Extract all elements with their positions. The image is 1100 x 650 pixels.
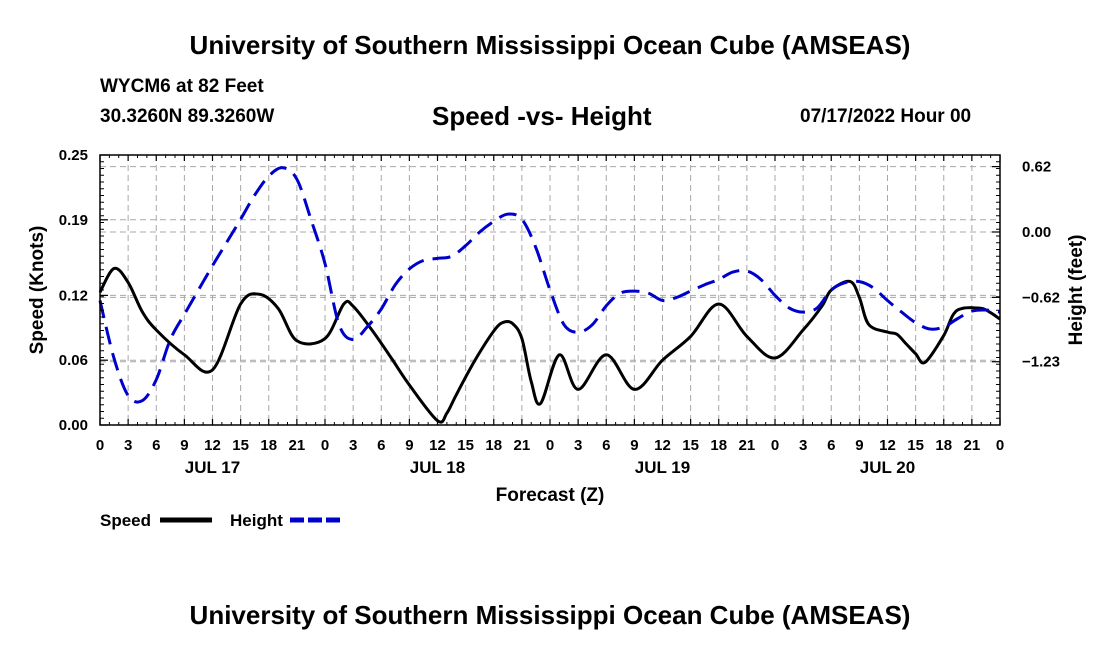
speed-height-chart: 0 3 6 9 12 15 18 21 0 3 6 9 12 15 18 21 0 3 6 9 12 15 18 21 0 3 6 9… xyxy=(27,147,1087,530)
x-tick-label: 3 xyxy=(574,437,582,454)
x-tick-label: 0 xyxy=(546,437,554,454)
x-tick-label: 12 xyxy=(429,437,446,454)
date-label: JUL 17 xyxy=(185,458,240,477)
date-label: JUL 19 xyxy=(635,458,690,477)
y2-tick-label: 0.00 xyxy=(1022,224,1051,241)
y-tick-label: 0.25 xyxy=(59,147,88,164)
x-tick-label: 3 xyxy=(799,437,807,454)
x-tick-label: 21 xyxy=(964,437,981,454)
forecast-datetime: 07/17/2022 Hour 00 xyxy=(800,106,972,127)
y2-tick-label: −0.62 xyxy=(1022,289,1060,306)
chart-legend: Speed Height xyxy=(100,511,342,530)
legend-speed-label: Speed xyxy=(100,511,151,530)
x-tick-label: 3 xyxy=(124,437,132,454)
x-tick-label: 15 xyxy=(232,437,249,454)
x-tick-label: 9 xyxy=(405,437,413,454)
x-tick-label: 0 xyxy=(996,437,1004,454)
x-tick-label: 12 xyxy=(204,437,221,454)
y-tick-label: 0.12 xyxy=(59,287,88,304)
chart-subtitle: Speed -vs- Height xyxy=(432,101,652,131)
grid-layer xyxy=(100,155,1000,425)
x-tick-label: 18 xyxy=(935,437,952,454)
x-tick-label: 21 xyxy=(289,437,306,454)
footer-title: University of Southern Mississippi Ocean… xyxy=(189,600,911,630)
x-tick-label: 6 xyxy=(377,437,385,454)
y2-tick-label: 0.62 xyxy=(1022,159,1051,176)
x-tick-label: 21 xyxy=(739,437,756,454)
legend-height-label: Height xyxy=(230,511,283,530)
x-tick-label: 6 xyxy=(152,437,160,454)
y-tick-label: 0.19 xyxy=(59,212,88,229)
x-tick-label: 15 xyxy=(907,437,924,454)
date-label: JUL 20 xyxy=(860,458,915,477)
x-tick-label: 0 xyxy=(321,437,329,454)
x-tick-label: 3 xyxy=(349,437,357,454)
x-tick-label: 0 xyxy=(96,437,104,454)
station-coordinates: 30.3260N 89.3260W xyxy=(100,106,275,127)
x-tick-label: 9 xyxy=(630,437,638,454)
x-tick-label: 12 xyxy=(879,437,896,454)
date-label: JUL 18 xyxy=(410,458,465,477)
x-tick-label: 6 xyxy=(827,437,835,454)
page-title: University of Southern Mississippi Ocean… xyxy=(189,30,911,60)
x-tick-label: 0 xyxy=(771,437,779,454)
x-tick-label: 12 xyxy=(654,437,671,454)
x-tick-label: 9 xyxy=(855,437,863,454)
y2-axis-label: Height (feet) xyxy=(1066,235,1087,346)
x-tick-label: 15 xyxy=(457,437,474,454)
x-tick-label: 18 xyxy=(485,437,502,454)
y-axis-label: Speed (Knots) xyxy=(27,226,48,355)
x-tick-label: 18 xyxy=(710,437,727,454)
x-tick-label: 15 xyxy=(682,437,699,454)
y-tick-label: 0.06 xyxy=(59,352,88,369)
speed-series-line xyxy=(98,266,1001,424)
station-label: WYCM6 at 82 Feet xyxy=(100,76,264,97)
series-layer xyxy=(98,166,1001,424)
x-axis-label: Forecast (Z) xyxy=(496,485,605,506)
axis-layer: 0 3 6 9 12 15 18 21 0 3 6 9 12 15 18 21 0 3 6 9 12 15 18 21 0 3 6 9… xyxy=(59,147,1060,477)
x-tick-label: 21 xyxy=(514,437,531,454)
y2-tick-label: −1.23 xyxy=(1022,354,1060,371)
x-tick-label: 9 xyxy=(180,437,188,454)
x-tick-label: 6 xyxy=(602,437,610,454)
y-tick-label: 0.00 xyxy=(59,417,88,434)
x-tick-label: 18 xyxy=(260,437,277,454)
